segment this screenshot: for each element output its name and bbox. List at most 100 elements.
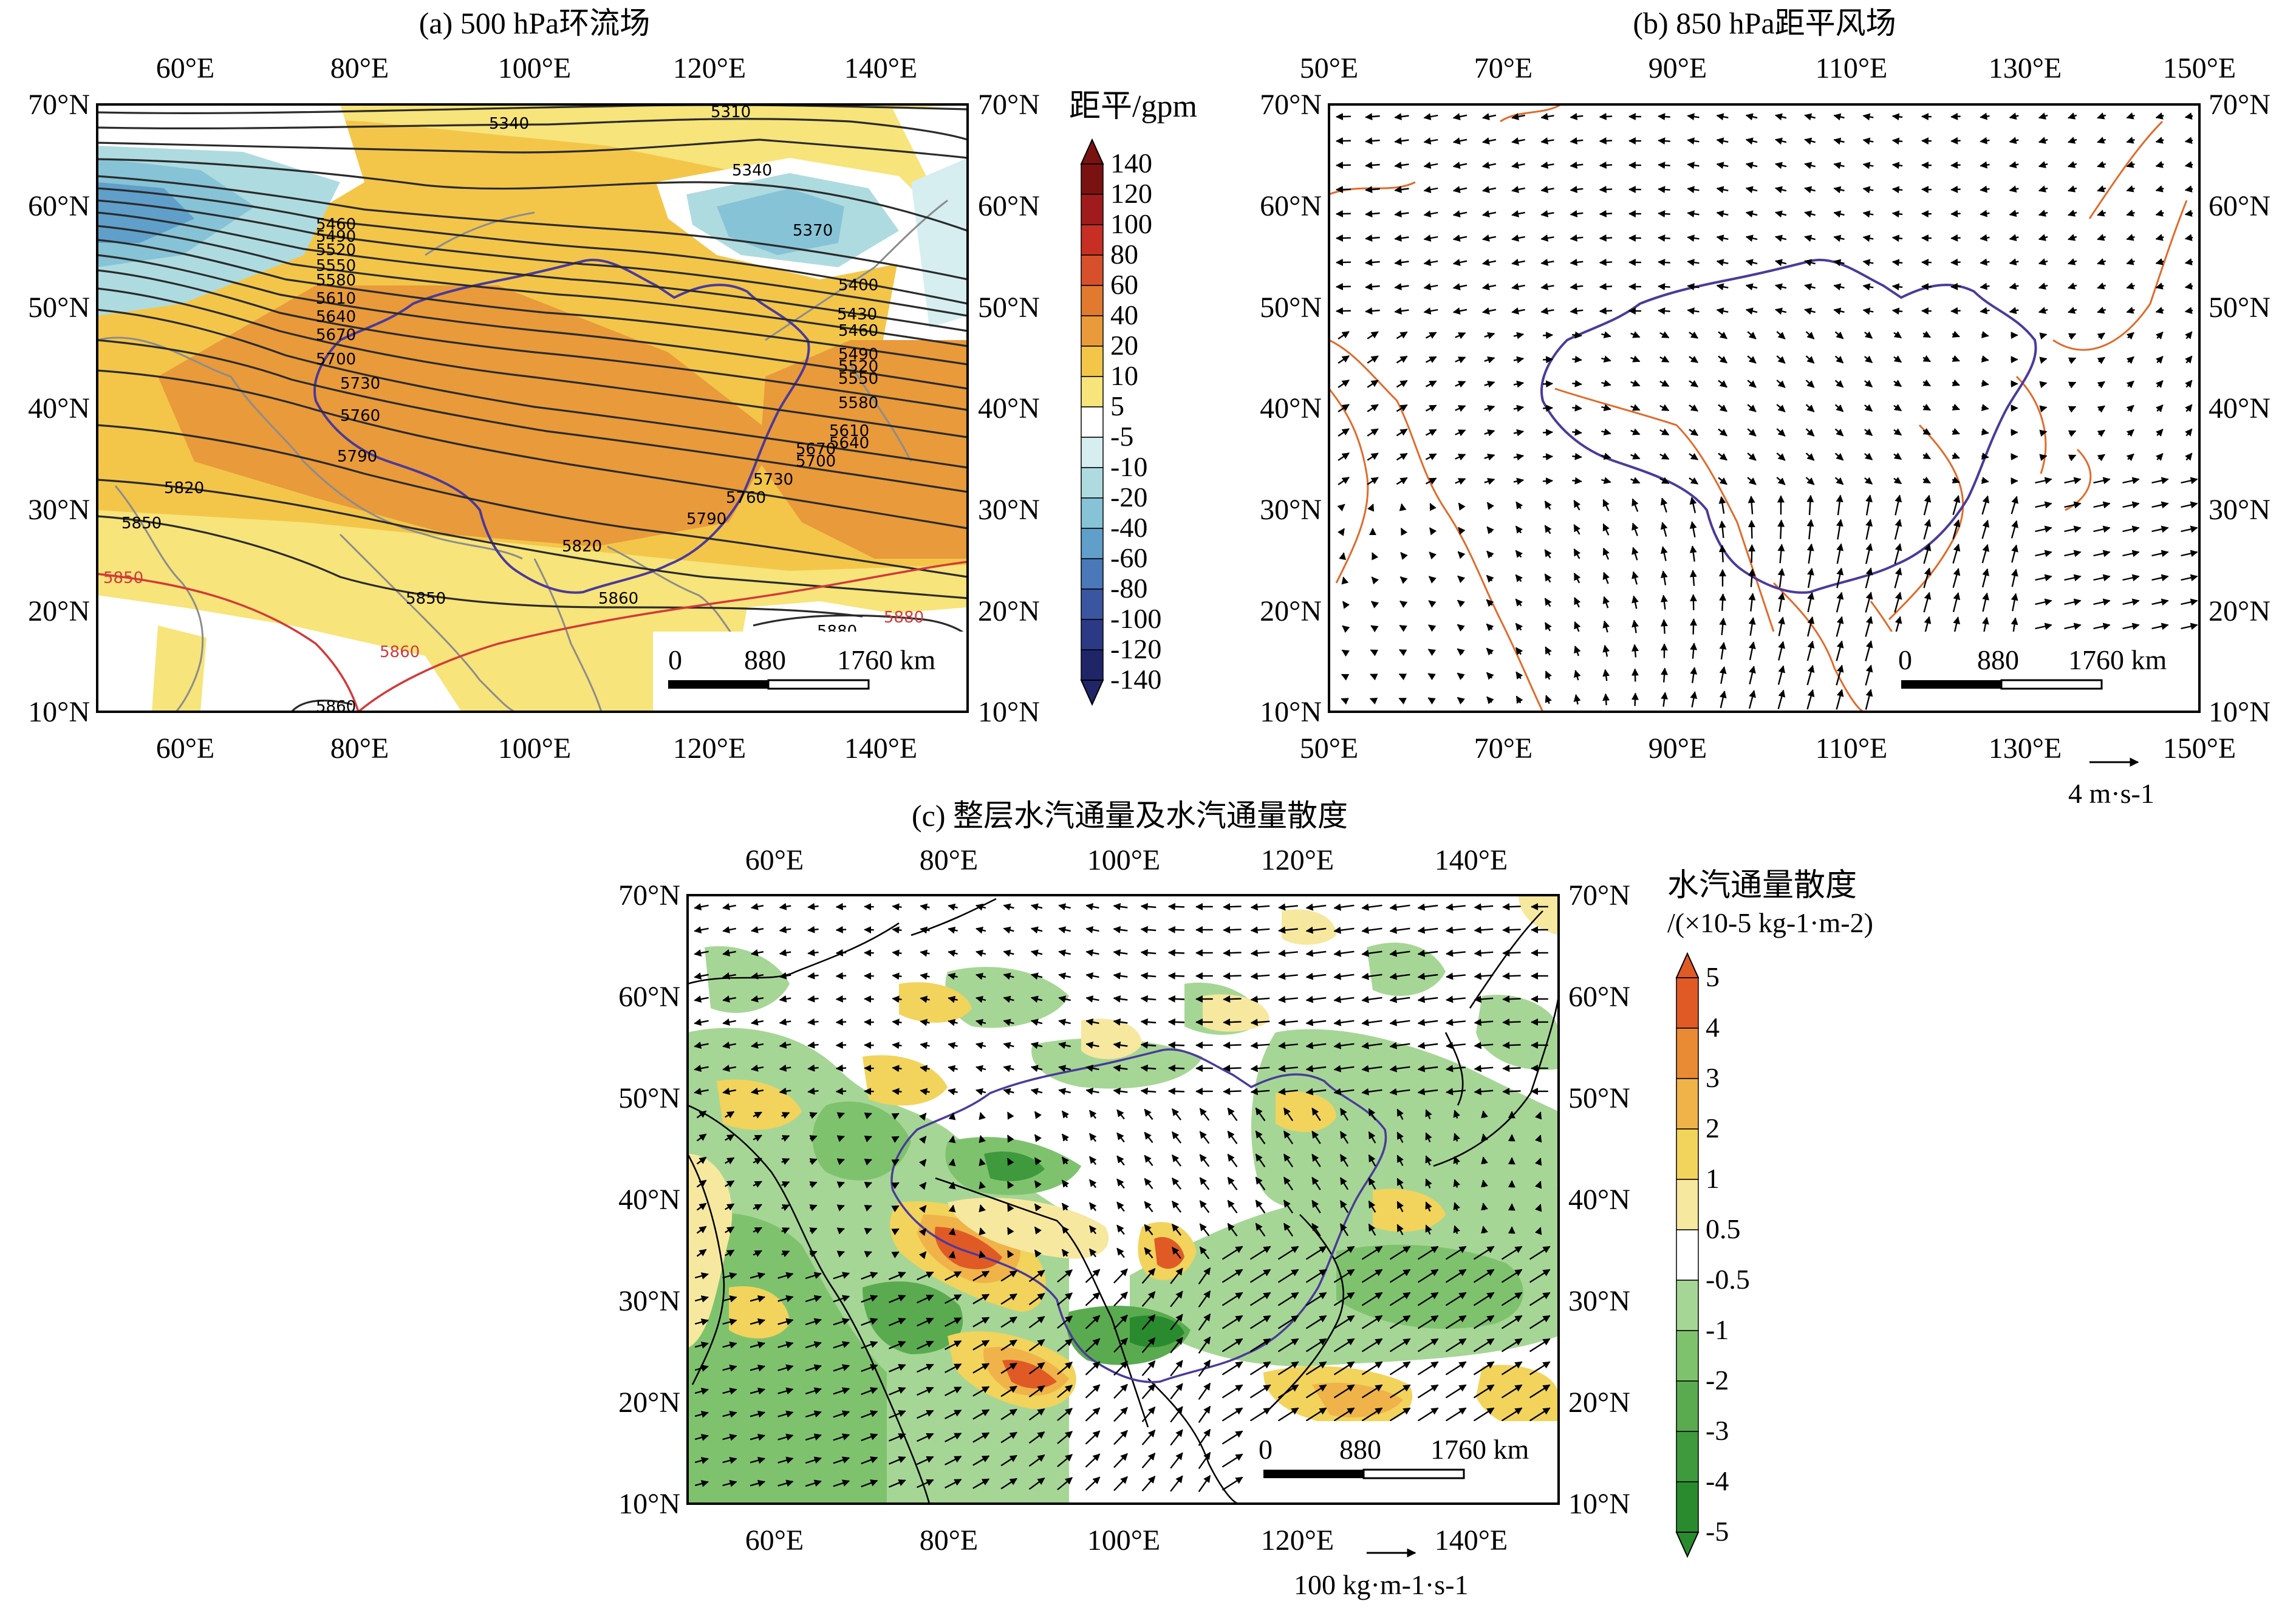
wind-vector (1806, 664, 1815, 686)
wind-vector (1602, 571, 1610, 584)
colorbar-c-tick-label: -2 (1706, 1365, 1729, 1396)
wind-vector (1545, 695, 1552, 704)
wind-vector (1716, 234, 1729, 242)
colorbar-a-tick-label: -20 (1110, 482, 1147, 513)
wind-vector (1511, 113, 1525, 120)
svg-text:10°N: 10°N (618, 1488, 680, 1520)
panel-b-wind-vectors (1335, 112, 2198, 710)
svg-text:5700: 5700 (316, 350, 356, 369)
wind-vector (2181, 598, 2198, 606)
wind-vector (1891, 307, 1903, 315)
wind-vector (1864, 380, 1873, 387)
wind-vector (920, 1018, 930, 1026)
wind-vector (1719, 618, 1727, 635)
wind-vector (1278, 1018, 1298, 1026)
wind-vector (2151, 501, 2169, 509)
panel-b: (b) 850 hPa距平风场 (1260, 6, 2270, 809)
wind-vector (1003, 1018, 1014, 1026)
wind-vector (1417, 903, 1438, 911)
wind-vector (1865, 494, 1873, 516)
wind-vector (1250, 1065, 1270, 1072)
wind-vector (1658, 234, 1670, 242)
wind-vector (807, 995, 819, 1003)
wind-vector (807, 1064, 819, 1072)
wind-vector (1601, 380, 1611, 387)
wind-vector (948, 926, 958, 934)
colorbar-a-box (1081, 254, 1104, 286)
wind-vector (1511, 283, 1525, 290)
panel-a-borders (97, 199, 948, 712)
wind-vector (1396, 477, 1408, 485)
wind-vector (1805, 428, 1815, 437)
wind-vector (1511, 162, 1525, 169)
wind-vector (2009, 112, 2019, 120)
wind-vector (779, 1087, 791, 1095)
wind-vector (1305, 1088, 1327, 1096)
wind-vector (1396, 331, 1408, 339)
wind-vector (1952, 544, 1961, 564)
wind-vector (1718, 355, 1727, 364)
wind-vector (1361, 995, 1382, 1003)
wind-vector (1085, 903, 1099, 910)
colorbar-a-box (1081, 558, 1104, 590)
wind-vector (1893, 380, 1902, 387)
wind-vector (1687, 283, 1700, 291)
wind-vector (1807, 592, 1815, 613)
wind-vector (2067, 234, 2077, 241)
wind-vector (1687, 113, 1700, 121)
svg-text:30°N: 30°N (2209, 494, 2270, 526)
svg-text:10°N: 10°N (2209, 696, 2270, 728)
svg-text:5670: 5670 (316, 326, 356, 344)
wind-vector (1484, 477, 1495, 485)
wind-vector (1474, 972, 1494, 980)
wind-vector (1689, 570, 1697, 586)
wind-vector (1777, 568, 1785, 588)
colorbar-a-box (1081, 649, 1104, 681)
wind-vector (1981, 519, 1990, 539)
wind-vector (1689, 497, 1697, 513)
svg-text:60°N: 60°N (1260, 190, 1322, 222)
svg-text:30°N: 30°N (618, 1285, 680, 1317)
colorbar-c-box (1676, 1280, 1699, 1331)
wind-vector (1922, 355, 1931, 363)
wind-vector (1515, 598, 1523, 607)
wind-vector (1862, 307, 1874, 315)
colorbar-a-tick-label: 100 (1110, 208, 1152, 239)
svg-text:80°E: 80°E (330, 732, 389, 765)
wind-vector (1545, 670, 1552, 680)
wind-vector (1601, 404, 1611, 412)
wind-vector (2184, 307, 2193, 315)
wind-vector (1573, 548, 1581, 559)
wind-vector (1777, 592, 1785, 612)
wind-vector (1515, 525, 1523, 534)
wind-vector (1481, 283, 1497, 290)
wind-vector (1689, 404, 1699, 412)
wind-vector (1428, 600, 1437, 608)
wind-vector (1573, 669, 1581, 681)
colorbar-c-tick-label: 4 (1706, 1012, 1720, 1043)
wind-vector (1088, 1110, 1097, 1119)
wind-vector (1862, 137, 1874, 145)
wind-vector (1367, 331, 1379, 339)
wind-vector (1952, 568, 1961, 588)
wind-vector (1718, 496, 1726, 514)
wind-vector (1333, 926, 1355, 934)
wind-vector (1140, 1018, 1157, 1026)
wind-vector (1572, 380, 1582, 387)
wind-vector (1864, 452, 1873, 460)
wind-vector (2181, 622, 2198, 630)
wind-vector (1223, 972, 1242, 980)
wind-vector (1630, 355, 1641, 363)
wind-vector (1572, 404, 1582, 412)
wind-vector (1396, 452, 1408, 461)
wind-vector (948, 1227, 956, 1236)
wind-vector (979, 1135, 986, 1144)
wind-vector (1458, 527, 1466, 535)
wind-vector (1511, 186, 1525, 193)
wind-vector (1425, 1109, 1432, 1119)
wind-vector (1458, 502, 1466, 511)
wind-vector (1982, 592, 1989, 612)
wind-vector (1389, 926, 1410, 934)
wind-vector (2009, 258, 2019, 266)
wind-vector (1747, 331, 1757, 339)
